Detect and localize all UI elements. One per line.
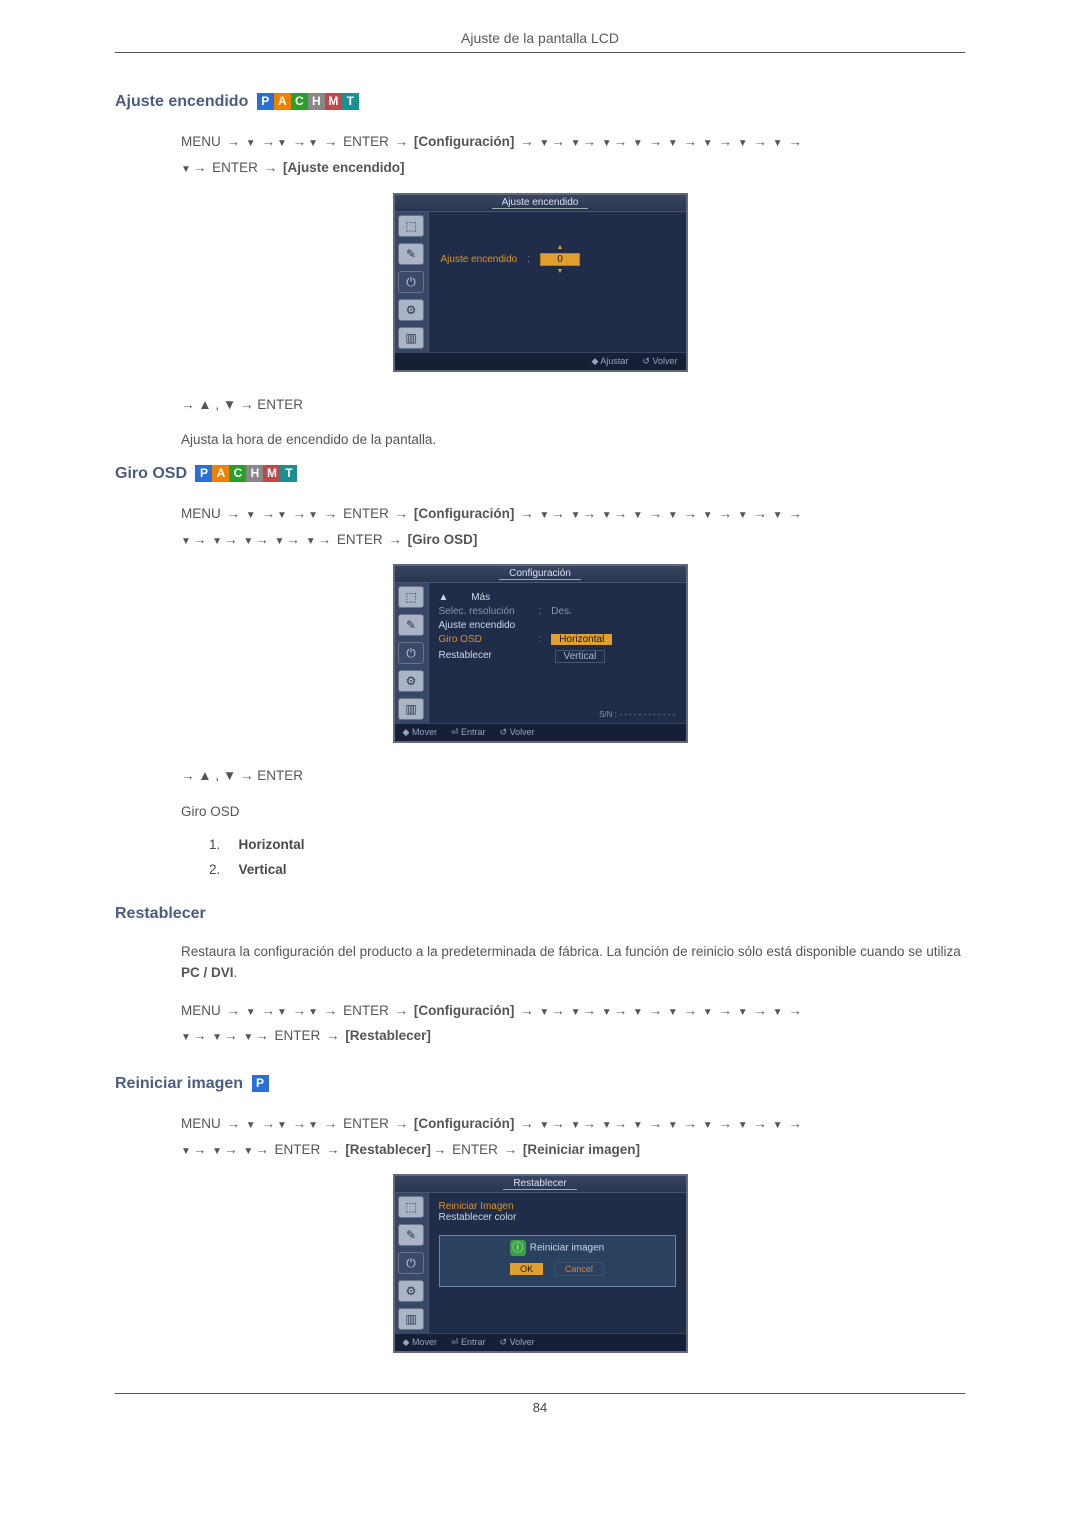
osd-footer: ◆ Ajustar ↺ Volver (395, 352, 686, 370)
list-item: 1. Horizontal (203, 837, 965, 852)
nav-ajuste-encendido: MENU → ▼ →▼ →▼ → ENTER → [Configuración]… (181, 129, 965, 180)
osd-icon-2: ✎ (398, 614, 424, 636)
badge-h: H (246, 465, 263, 482)
badge-p: P (252, 1075, 269, 1092)
osd-icon-4: ⚙ (398, 299, 424, 321)
osd-title: Configuración (395, 566, 686, 583)
osd-item: Selec. resolución (439, 606, 529, 617)
osd-icon-1: ⬚ (398, 586, 424, 608)
badges: P (252, 1075, 269, 1092)
osd-icon-5: ▥ (398, 1308, 424, 1330)
osd-footer: ◆ Mover ⏎ Entrar ↺ Volver (395, 1333, 686, 1351)
nav-restablecer: MENU → ▼ →▼ →▼ → ENTER → [Configuración]… (181, 998, 965, 1049)
osd-sidebar: ⬚ ✎ ⏻ ⚙ ▥ (395, 1193, 429, 1333)
osd-footer: ◆ Mover ⏎ Entrar ↺ Volver (395, 723, 686, 741)
restablecer-desc: Restaura la configuración del producto a… (181, 941, 965, 984)
badge-t: T (280, 465, 297, 482)
nav-giro-osd: MENU → ▼ →▼ →▼ → ENTER → [Configuración]… (181, 501, 965, 552)
osd-icon-3: ⏻ (398, 642, 424, 664)
nav-reiniciar: MENU → ▼ →▼ →▼ → ENTER → [Configuración]… (181, 1111, 965, 1162)
osd-icon-1: ⬚ (398, 215, 424, 237)
osd-icon-4: ⚙ (398, 1280, 424, 1302)
title-text: Giro OSD (115, 465, 187, 482)
badges: PACHMT (257, 93, 359, 110)
desc-ajuste: Ajusta la hora de encendido de la pantal… (181, 429, 965, 451)
osd-ajuste-encendido: Ajuste encendido ⬚ ✎ ⏻ ⚙ ▥ Ajuste encend… (115, 193, 965, 372)
confirm-dialog: ⓘReiniciar imagen OK Cancel (439, 1235, 676, 1287)
post-nav-giro: → ▲ , ▼ → ENTER (181, 763, 965, 789)
giro-options-list: 1. Horizontal 2. Vertical (203, 837, 965, 877)
osd-icon-2: ✎ (398, 1224, 424, 1246)
badge-a: A (274, 93, 291, 110)
badge-c: C (229, 465, 246, 482)
cancel-button[interactable]: Cancel (554, 1262, 604, 1276)
osd-value[interactable]: 0 (540, 253, 580, 266)
osd-option[interactable]: Vertical (555, 650, 606, 663)
title-text: Reiniciar imagen (115, 1075, 243, 1092)
osd-serial: S/N : - - - - - - - - - - - - (599, 710, 675, 719)
badges: PACHMT (195, 465, 297, 482)
section-restablecer-title: Restablecer (115, 905, 965, 923)
badge-m: M (263, 465, 280, 482)
badge-a: A (212, 465, 229, 482)
osd-more: Más (471, 592, 490, 603)
osd-icon-4: ⚙ (398, 670, 424, 692)
footer-rule (115, 1393, 965, 1394)
badge-p: P (257, 93, 274, 110)
badge-c: C (291, 93, 308, 110)
page-number: 84 (115, 1400, 965, 1415)
osd-sidebar: ⬚ ✎ ⏻ ⚙ ▥ (395, 583, 429, 723)
osd-item: Restablecer color (439, 1212, 676, 1223)
giro-sublabel: Giro OSD (181, 801, 965, 823)
badge-h: H (308, 93, 325, 110)
osd-icon-3: ⏻ (398, 1252, 424, 1274)
osd-item-selected: Reiniciar Imagen (439, 1201, 676, 1212)
osd-reiniciar: Restablecer ⬚ ✎ ⏻ ⚙ ▥ Reiniciar Imagen R… (115, 1174, 965, 1353)
info-icon: ⓘ (510, 1240, 526, 1256)
section-ajuste-encendido-title: Ajuste encendido PACHMT (115, 93, 965, 111)
badge-m: M (325, 93, 342, 110)
post-nav-ajuste: → ▲ , ▼ → ENTER (181, 392, 965, 418)
section-giro-osd-title: Giro OSD PACHMT (115, 465, 965, 483)
osd-selected-option[interactable]: Horizontal (551, 634, 612, 645)
osd-sidebar: ⬚ ✎ ⏻ ⚙ ▥ (395, 212, 429, 352)
badge-p: P (195, 465, 212, 482)
osd-icon-3: ⏻ (398, 271, 424, 293)
osd-title: Ajuste encendido (395, 195, 686, 212)
osd-giro: Configuración ⬚ ✎ ⏻ ⚙ ▥ ▲ Más Selec. res… (115, 564, 965, 743)
osd-icon-5: ▥ (398, 327, 424, 349)
badge-t: T (342, 93, 359, 110)
section-reiniciar-title: Reiniciar imagen P (115, 1075, 965, 1093)
osd-item: Ajuste encendido (439, 620, 529, 631)
ok-button[interactable]: OK (510, 1263, 543, 1275)
list-item: 2. Vertical (203, 862, 965, 877)
osd-icon-5: ▥ (398, 698, 424, 720)
doc-header: Ajuste de la pantalla LCD (115, 30, 965, 53)
osd-icon-2: ✎ (398, 243, 424, 265)
osd-item: Restablecer (439, 650, 529, 661)
osd-item-selected: Giro OSD (439, 634, 529, 645)
osd-des: Des. (551, 606, 572, 617)
osd-title: Restablecer (395, 1176, 686, 1193)
osd-icon-1: ⬚ (398, 1196, 424, 1218)
title-text: Ajuste encendido (115, 93, 248, 110)
osd-row-label: Ajuste encendido (441, 254, 518, 265)
